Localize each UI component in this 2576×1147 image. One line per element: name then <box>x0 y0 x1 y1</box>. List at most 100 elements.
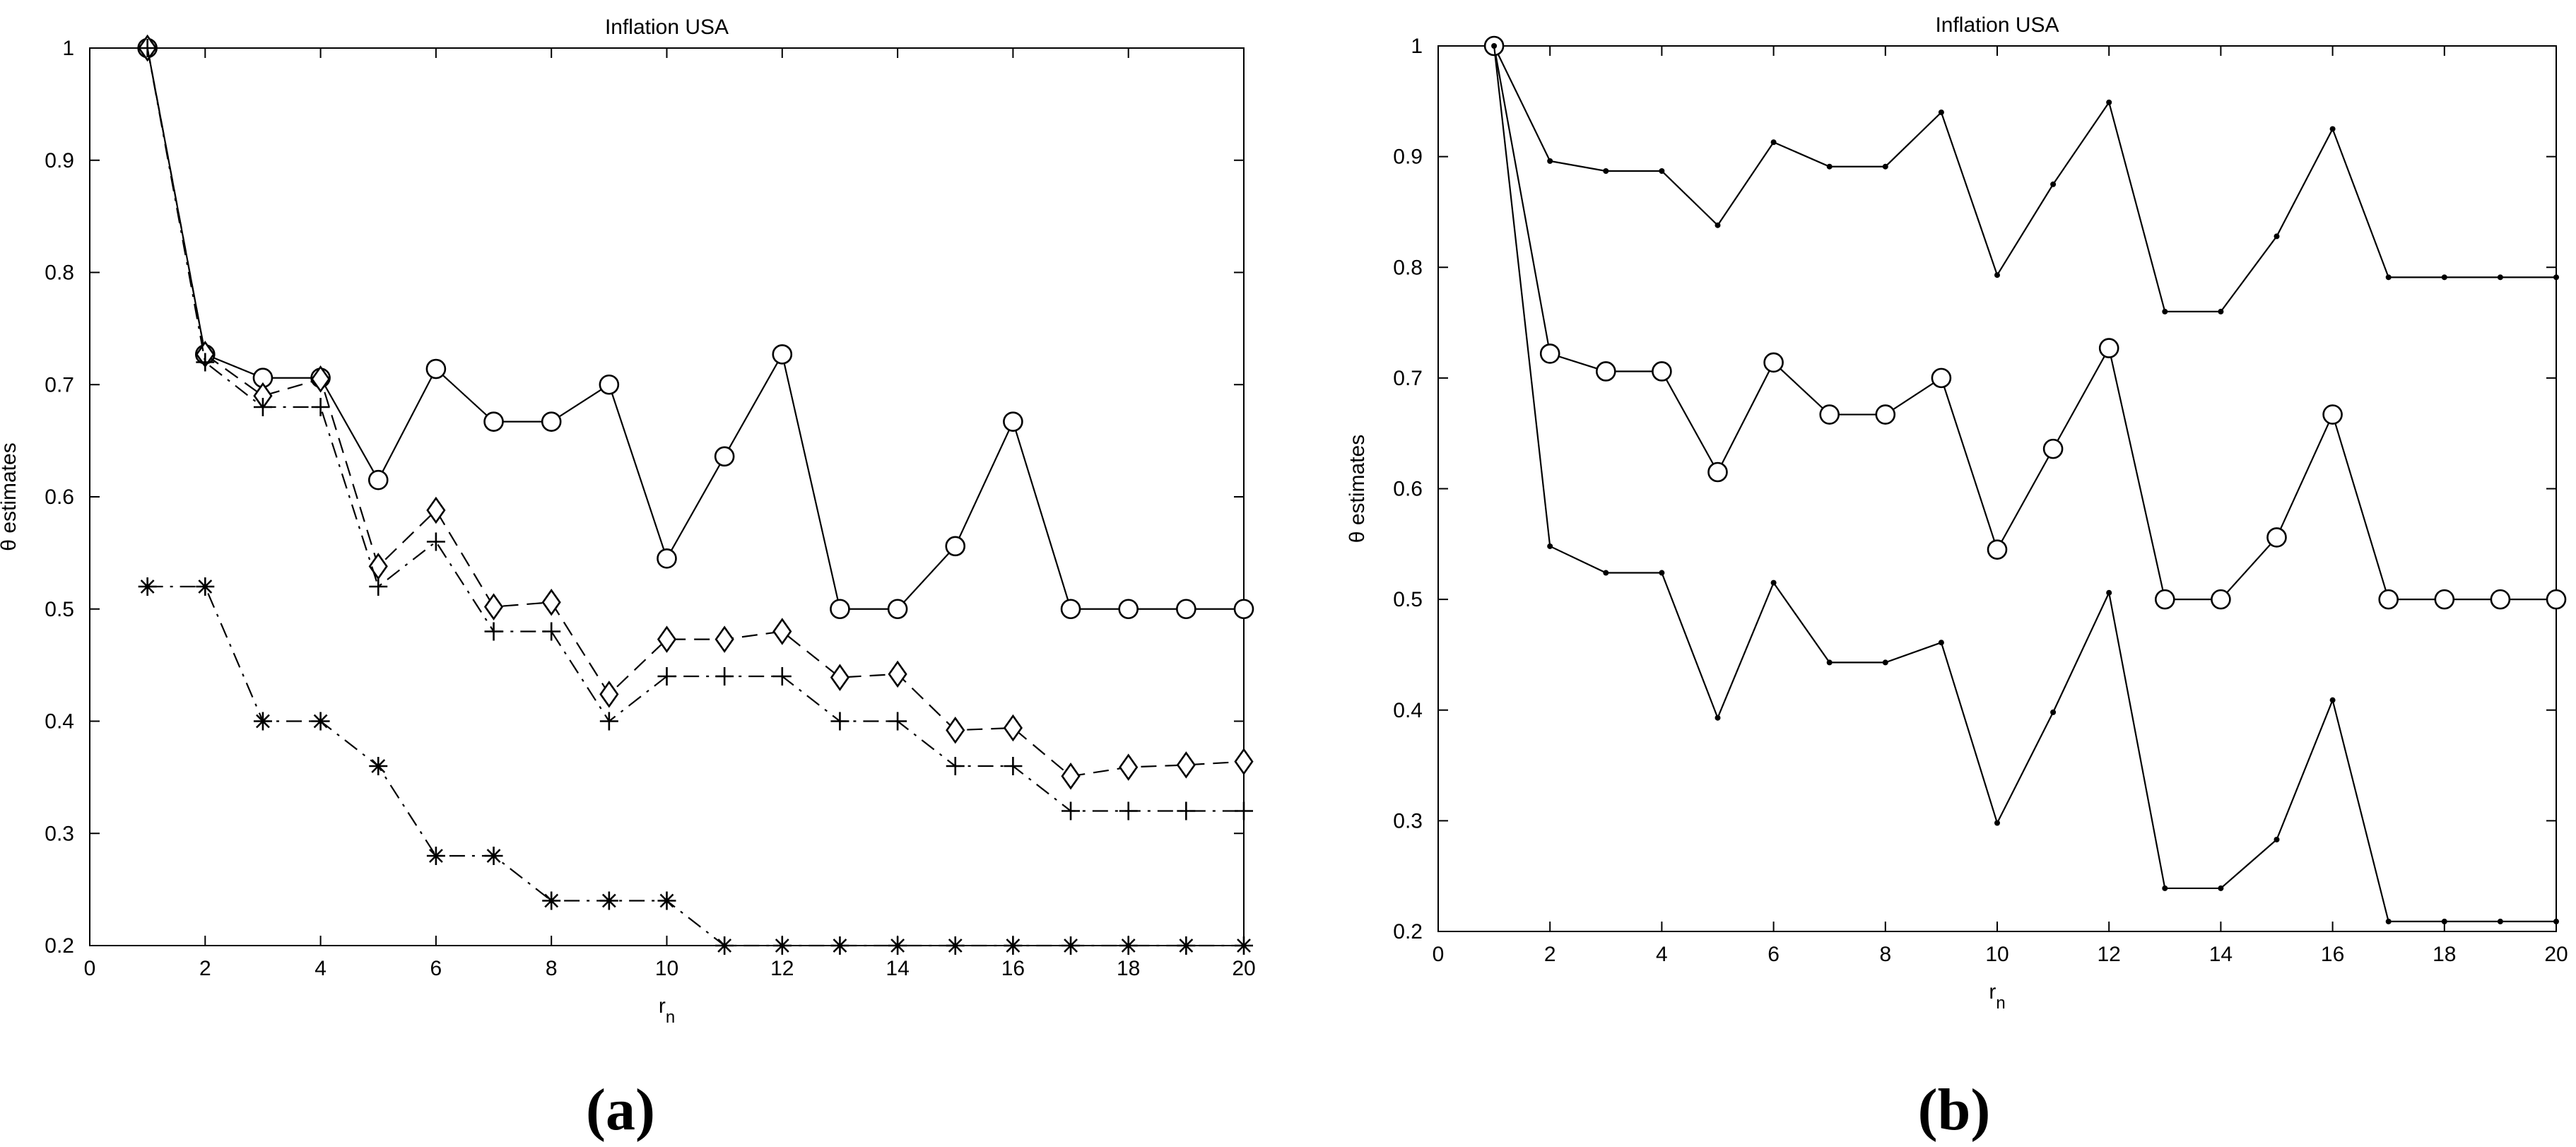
data-point-plus-dashdot <box>369 577 388 596</box>
plot-frame <box>89 47 1245 946</box>
data-point-circle-solid <box>1233 599 1254 620</box>
series-diamond-dashed <box>138 34 1254 790</box>
y-tick-label: 1 <box>1411 35 1423 58</box>
data-point-lower-dots <box>2162 885 2168 891</box>
data-point-upper-dots <box>2218 308 2224 314</box>
data-point-upper-dots <box>2106 99 2112 105</box>
x-tick-label: 10 <box>655 957 678 980</box>
data-point-star-dashdot <box>138 577 157 596</box>
x-tick-label: 20 <box>1232 957 1255 980</box>
x-tick-label: 2 <box>199 957 211 980</box>
chart-title: Inflation USA <box>605 16 729 39</box>
data-point-middle-circles <box>2490 589 2511 610</box>
data-point-circle-solid <box>657 548 677 569</box>
data-point-circle-solid <box>367 469 389 490</box>
data-point-plus-dashdot <box>830 712 849 731</box>
y-tick-label: 0.6 <box>1393 478 1423 501</box>
data-point-plus-dashdot <box>484 622 503 641</box>
data-point-star-dashdot <box>253 712 272 731</box>
data-point-middle-circles <box>1539 343 1560 364</box>
data-point-diamond-dashed <box>311 365 331 393</box>
data-point-plus-dashdot <box>253 398 272 416</box>
data-point-lower-dots <box>1826 659 1833 666</box>
data-point-star-dashdot <box>1177 936 1196 955</box>
data-point-plus-dashdot <box>311 398 330 416</box>
data-point-diamond-dashed <box>541 588 561 616</box>
data-point-star-dashdot <box>311 712 330 731</box>
series-line-middle-circles <box>1493 45 2556 601</box>
series-middle-circles <box>1483 35 2567 610</box>
data-point-plus-dashdot <box>196 353 215 372</box>
x-tick-label: 18 <box>1117 957 1140 980</box>
data-point-lower-dots <box>1491 43 1498 49</box>
data-point-diamond-dashed <box>830 664 850 691</box>
data-point-lower-dots <box>2329 697 2336 703</box>
series-star-dashdot <box>138 577 1253 955</box>
data-point-star-dashdot <box>426 847 445 865</box>
data-point-star-dashdot <box>830 936 849 955</box>
data-point-circle-solid <box>945 536 966 557</box>
data-point-star-dashdot <box>1119 936 1138 955</box>
data-point-plus-dashdot <box>1061 801 1081 820</box>
data-point-upper-dots <box>1603 167 1609 174</box>
y-tick-label: 0.8 <box>1393 256 1423 279</box>
data-point-circle-solid <box>1176 599 1196 620</box>
data-point-upper-dots <box>1770 139 1777 146</box>
data-point-lower-dots <box>1770 580 1777 586</box>
data-point-lower-dots <box>1659 570 1665 576</box>
data-point-circle-solid <box>714 446 735 467</box>
y-tick-label: 0.2 <box>45 934 74 958</box>
x-tick-label: 4 <box>314 957 327 980</box>
data-point-upper-dots <box>2385 274 2392 281</box>
data-point-middle-circles <box>1763 352 1784 373</box>
y-tick-label: 0.7 <box>1393 367 1423 390</box>
data-point-lower-dots <box>1603 570 1609 576</box>
data-point-plus-dashdot <box>1119 801 1138 820</box>
data-point-circle-solid <box>541 411 562 432</box>
data-point-star-dashdot <box>599 891 618 910</box>
data-point-upper-dots <box>2329 126 2336 132</box>
data-point-middle-circles <box>1875 404 1896 425</box>
data-point-star-dashdot <box>196 577 215 596</box>
data-point-upper-dots <box>2274 233 2280 240</box>
data-point-upper-dots <box>1715 222 1721 228</box>
chart-panel-b: 0 2 4 6 8 10 12 14 16 18 20 0.2 0.3 0.4 0.5 0.6 0.7 0.8 0.… <box>1346 13 2568 1143</box>
data-point-plus-dashdot <box>888 712 907 731</box>
data-point-middle-circles <box>2266 527 2287 548</box>
data-point-plus-dashdot <box>1004 757 1023 775</box>
x-tick-label: 4 <box>1656 943 1668 966</box>
data-point-middle-circles <box>2434 589 2455 610</box>
data-point-diamond-dashed <box>1234 748 1254 775</box>
data-point-plus-dashdot <box>426 532 445 551</box>
data-point-lower-dots <box>1715 714 1721 721</box>
y-tick-label: 0.5 <box>1393 588 1423 611</box>
data-point-upper-dots <box>1882 163 1888 170</box>
data-point-lower-dots <box>2441 918 2447 924</box>
data-point-star-dashdot <box>657 891 676 910</box>
x-axis-label: rn <box>659 994 675 1027</box>
data-point-circle-solid <box>772 344 793 365</box>
x-tick-label: 6 <box>430 957 442 980</box>
data-point-star-dashdot <box>1235 936 1253 955</box>
series-plus-dashdot <box>138 39 1253 820</box>
data-point-plus-dashdot <box>599 712 618 731</box>
data-point-lower-dots <box>1938 640 1944 646</box>
data-point-lower-dots <box>2497 918 2503 924</box>
data-point-upper-dots <box>2497 274 2503 281</box>
y-axis-label: θ estimates <box>0 442 20 551</box>
x-tick-label: 0 <box>1433 943 1445 966</box>
data-point-plus-dashdot <box>657 667 676 686</box>
x-tick-label: 18 <box>2433 943 2456 966</box>
y-tick-label: 0.9 <box>45 149 74 172</box>
series-line-circle-solid <box>146 47 1244 610</box>
data-point-middle-circles <box>1596 361 1616 382</box>
data-point-lower-dots <box>1882 659 1888 666</box>
data-point-lower-dots <box>2274 837 2280 843</box>
y-tick-label: 0.3 <box>45 822 74 845</box>
data-point-middle-circles <box>1987 539 2008 560</box>
data-point-plus-dashdot <box>772 667 792 686</box>
plot-frame <box>1437 45 2557 932</box>
data-point-plus-dashdot <box>542 622 561 641</box>
data-point-diamond-dashed <box>483 593 504 620</box>
x-tick-label: 6 <box>1768 943 1780 966</box>
